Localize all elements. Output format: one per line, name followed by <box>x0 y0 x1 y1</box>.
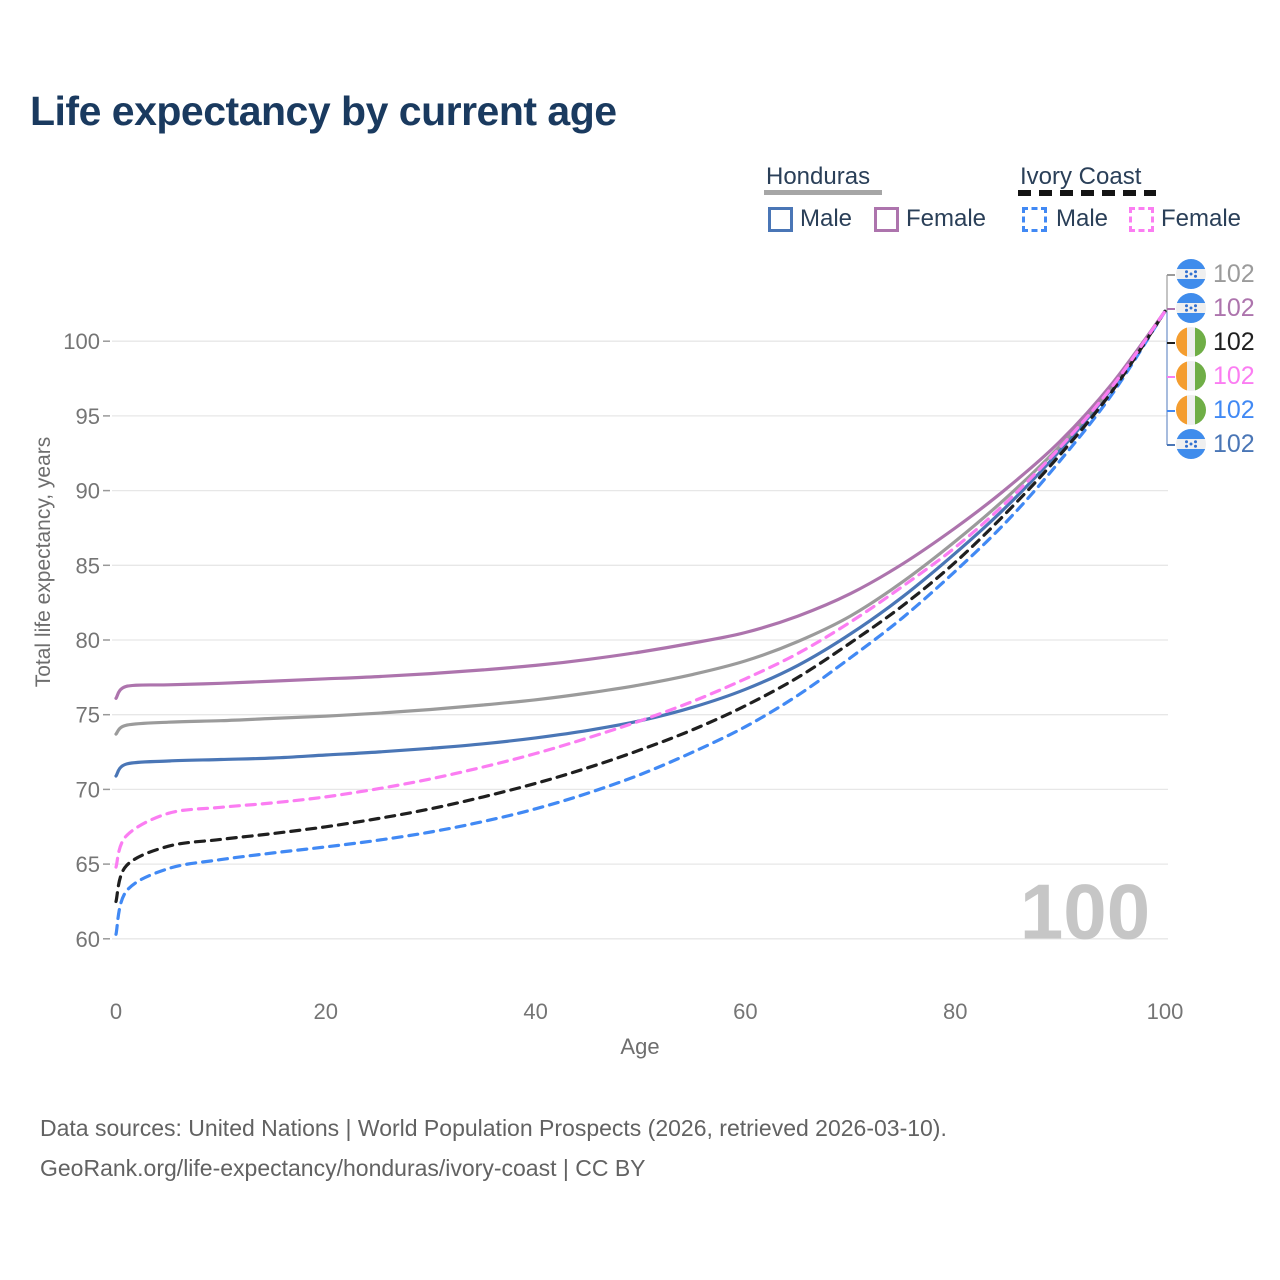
x-tick-label: 20 <box>314 999 338 1024</box>
legend-ivory-coast-female-swatch[interactable] <box>1129 207 1154 232</box>
legend-group-honduras-title: Honduras <box>766 163 871 190</box>
y-tick-label: 95 <box>76 404 100 429</box>
footer-attribution: GeoRank.org/life-expectancy/honduras/ivo… <box>40 1155 646 1181</box>
series-line-honduras-female <box>114 309 1167 700</box>
y-tick-label: 60 <box>76 927 100 952</box>
legend-ivory-coast-female-label[interactable]: Female <box>1161 205 1242 232</box>
x-tick-label: 80 <box>943 999 967 1024</box>
x-axis-title: Age <box>620 1034 660 1059</box>
honduras-flag-icon <box>1176 293 1206 323</box>
footer-data-sources: Data sources: United Nations | World Pop… <box>40 1115 947 1141</box>
x-tick-label: 0 <box>110 999 122 1024</box>
gridlines: 60 65 70 75 80 85 90 95 100 <box>63 329 1168 952</box>
legend-honduras-female-swatch[interactable] <box>874 207 899 232</box>
legend-group-ivory-coast-title: Ivory Coast <box>1020 163 1142 190</box>
page-title: Life expectancy by current age <box>30 88 617 134</box>
end-label-value: 102 <box>1213 259 1255 288</box>
y-tick-label: 80 <box>76 628 100 653</box>
x-tick-label: 100 <box>1147 999 1184 1024</box>
x-tick-label: 40 <box>523 999 547 1024</box>
series-line-ivory-coast-female <box>114 309 1167 869</box>
end-label-ivory-coast-male: 102 <box>1176 395 1255 425</box>
series-line-honduras-male <box>114 309 1167 778</box>
y-tick-label: 70 <box>76 777 100 802</box>
series-line-ivory-coast-both-sexes <box>114 309 1167 904</box>
end-label-honduras-male: 102 <box>1176 429 1255 459</box>
legend-honduras-male-swatch[interactable] <box>768 207 793 232</box>
legend-honduras-female-label[interactable]: Female <box>906 205 987 232</box>
age-counter-watermark: 100 <box>1019 867 1151 956</box>
legend-honduras-line-sample <box>764 190 882 195</box>
ivory-coast-flag-icon <box>1176 395 1206 425</box>
legend-ivory-coast-line-sample <box>1018 190 1156 196</box>
ivory-coast-flag-icon <box>1176 327 1206 357</box>
y-axis-title: Total life expectancy, years <box>32 436 55 688</box>
ivory-coast-flag-icon <box>1176 361 1206 391</box>
chart-plot-area: 60 65 70 75 80 85 90 95 100 0 20 40 60 80 100 <box>63 274 1184 1024</box>
legend-ivory-coast-male-swatch[interactable] <box>1022 207 1047 232</box>
y-tick-label: 90 <box>76 479 100 504</box>
y-tick-label: 65 <box>76 852 100 877</box>
end-label-value: 102 <box>1213 429 1255 458</box>
y-tick-label: 100 <box>63 329 100 354</box>
footer: Data sources: United Nations | World Pop… <box>40 1108 947 1188</box>
legend-ivory-coast-male-label[interactable]: Male <box>1056 205 1109 232</box>
end-label-value: 102 <box>1213 395 1255 424</box>
end-label-value: 102 <box>1213 293 1255 322</box>
series-line-honduras-both-sexes <box>114 309 1167 736</box>
legend-honduras-male-label[interactable]: Male <box>800 205 853 232</box>
end-label-honduras-female: 102 <box>1176 293 1255 323</box>
series-line-ivory-coast-male <box>114 309 1167 936</box>
y-tick-label: 85 <box>76 553 100 578</box>
end-label-value: 102 <box>1213 361 1255 390</box>
end-label-ivory-coast-both-sexes: 102 <box>1176 327 1255 357</box>
honduras-flag-icon <box>1176 259 1206 289</box>
end-label-value: 102 <box>1213 327 1255 356</box>
end-label-ivory-coast-female: 102 <box>1176 361 1255 391</box>
legend: Honduras Male Female Ivory Coast Male Fe… <box>0 0 1280 250</box>
end-label-leader-lines <box>1165 274 1175 446</box>
end-label-honduras-both-sexes: 102 <box>1176 259 1255 289</box>
x-tick-label: 60 <box>733 999 757 1024</box>
y-tick-label: 75 <box>76 703 100 728</box>
honduras-flag-icon <box>1176 429 1206 459</box>
